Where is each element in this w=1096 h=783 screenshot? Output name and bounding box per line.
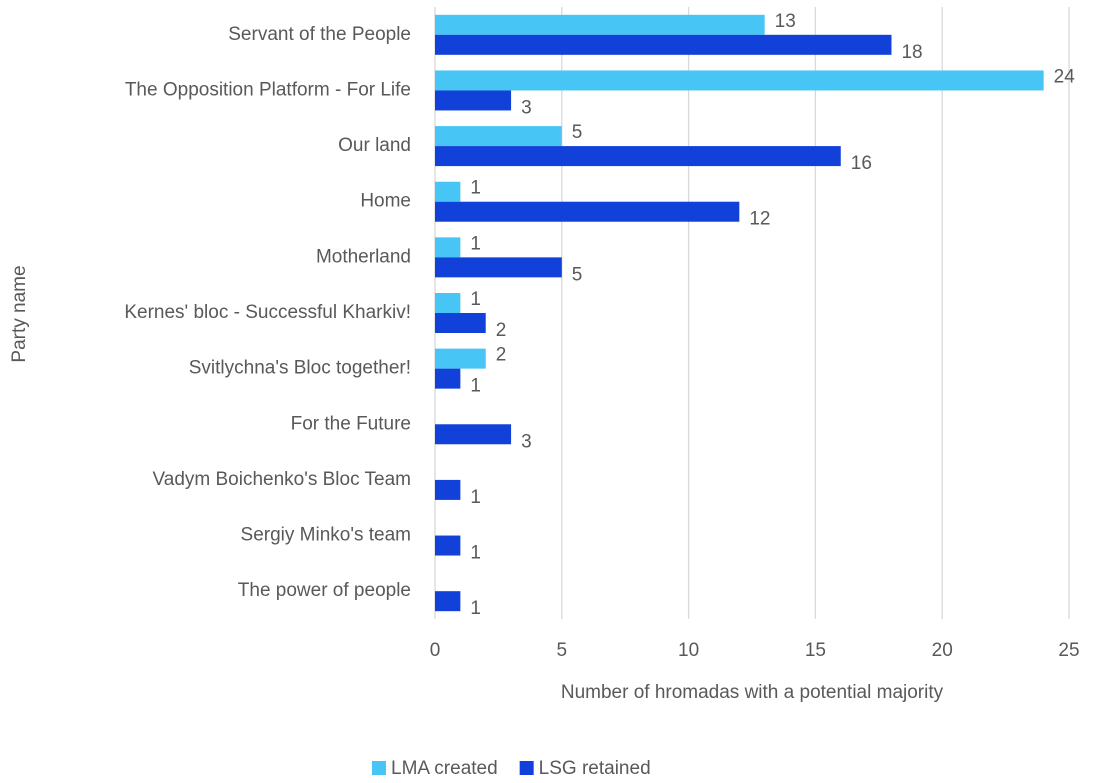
y-tick-label: The power of people — [238, 580, 411, 601]
value-label: 12 — [749, 209, 770, 230]
value-label: 5 — [572, 264, 583, 285]
legend-label: LMA created — [391, 758, 498, 779]
x-tick-label: 20 — [932, 640, 953, 661]
value-label: 1 — [470, 598, 481, 619]
bar — [435, 201, 740, 222]
value-label: 16 — [851, 153, 872, 174]
value-label: 3 — [521, 97, 532, 118]
y-axis-label: Party name — [9, 265, 30, 362]
y-tick-label: Sergiy Minko's team — [241, 525, 411, 546]
x-tick-label: 10 — [678, 640, 699, 661]
y-tick-label: Vadym Boichenko's Bloc Team — [153, 469, 412, 490]
legend-swatch — [519, 761, 534, 775]
legend-swatch — [372, 761, 386, 775]
legend-label: LSG retained — [539, 758, 651, 779]
bar — [435, 70, 1044, 91]
value-label: 2 — [496, 320, 507, 341]
value-label: 1 — [470, 376, 481, 397]
value-label: 24 — [1054, 66, 1076, 87]
bar — [435, 591, 461, 612]
value-label: 1 — [470, 487, 481, 508]
bar — [435, 348, 486, 369]
value-label: 1 — [470, 543, 481, 564]
bar — [435, 479, 461, 500]
value-label: 18 — [901, 42, 922, 63]
y-tick-label: Home — [360, 191, 411, 212]
x-axis-label: Number of hromadas with a potential majo… — [561, 682, 944, 703]
y-tick-label: Motherland — [316, 246, 411, 267]
value-label: 3 — [521, 431, 532, 452]
y-tick-label: Our land — [338, 135, 411, 156]
bar — [435, 237, 461, 258]
x-tick-label: 5 — [557, 640, 568, 661]
x-tick-label: 15 — [805, 640, 826, 661]
bar — [435, 368, 461, 389]
bar — [435, 90, 512, 111]
value-label: 1 — [470, 233, 481, 254]
x-tick-label: 0 — [430, 640, 441, 661]
x-tick-label: 25 — [1058, 640, 1079, 661]
value-label: 1 — [470, 178, 481, 199]
y-tick-label: For the Future — [291, 413, 411, 434]
y-tick-label: The Opposition Platform - For Life — [125, 79, 411, 100]
bar — [435, 126, 562, 147]
bar — [435, 146, 841, 167]
value-label: 1 — [470, 289, 481, 310]
bar — [435, 34, 892, 55]
bar — [435, 535, 461, 556]
bar — [435, 424, 512, 445]
value-label: 5 — [572, 122, 583, 143]
y-tick-label: Servant of the People — [228, 24, 411, 45]
value-label: 2 — [496, 345, 507, 366]
bar — [435, 293, 461, 313]
bar — [435, 313, 486, 333]
value-label: 13 — [775, 11, 796, 32]
bar — [435, 181, 461, 202]
bar — [435, 14, 765, 35]
y-tick-label: Kernes' bloc - Successful Kharkiv! — [124, 302, 411, 323]
bar — [435, 257, 562, 278]
y-tick-label: Svitlychna's Bloc together! — [189, 358, 411, 379]
